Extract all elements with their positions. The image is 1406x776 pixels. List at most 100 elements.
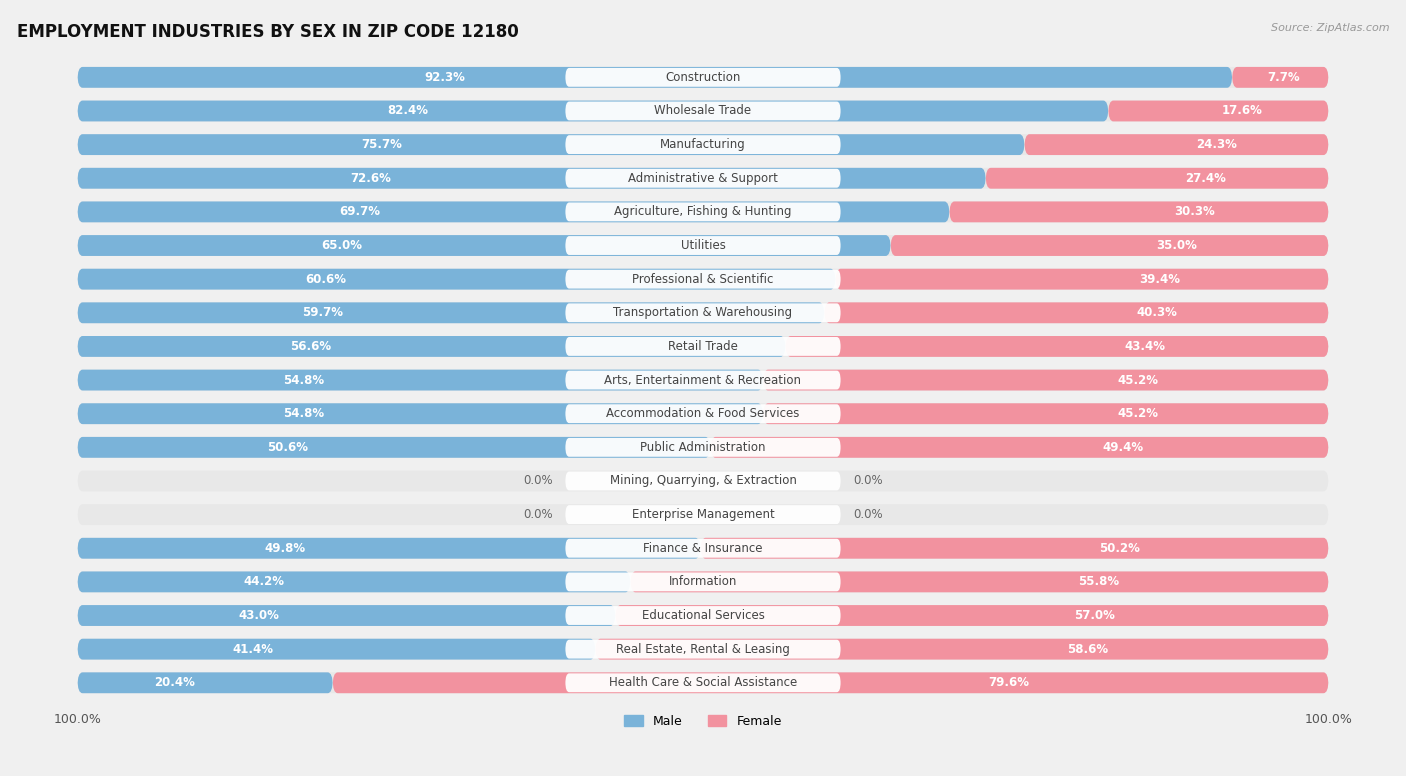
FancyBboxPatch shape <box>77 202 1329 222</box>
FancyBboxPatch shape <box>77 168 1329 189</box>
FancyBboxPatch shape <box>565 539 841 558</box>
FancyBboxPatch shape <box>77 336 786 357</box>
Text: 49.8%: 49.8% <box>264 542 305 555</box>
FancyBboxPatch shape <box>565 135 841 154</box>
Text: 79.6%: 79.6% <box>988 677 1029 689</box>
Text: Health Care & Social Assistance: Health Care & Social Assistance <box>609 677 797 689</box>
FancyBboxPatch shape <box>77 437 1329 458</box>
Text: 60.6%: 60.6% <box>305 272 346 286</box>
FancyBboxPatch shape <box>77 639 595 660</box>
Text: 0.0%: 0.0% <box>853 474 883 487</box>
Text: Real Estate, Rental & Leasing: Real Estate, Rental & Leasing <box>616 643 790 656</box>
Text: Enterprise Management: Enterprise Management <box>631 508 775 521</box>
FancyBboxPatch shape <box>565 270 841 289</box>
FancyBboxPatch shape <box>77 404 1329 424</box>
FancyBboxPatch shape <box>565 68 841 87</box>
FancyBboxPatch shape <box>565 203 841 221</box>
FancyBboxPatch shape <box>77 235 890 256</box>
Text: 54.8%: 54.8% <box>283 407 325 420</box>
FancyBboxPatch shape <box>565 337 841 356</box>
Text: 35.0%: 35.0% <box>1156 239 1197 252</box>
Text: 75.7%: 75.7% <box>361 138 402 151</box>
Text: Source: ZipAtlas.com: Source: ZipAtlas.com <box>1271 23 1389 33</box>
FancyBboxPatch shape <box>824 303 1329 324</box>
FancyBboxPatch shape <box>77 303 824 324</box>
Text: 54.8%: 54.8% <box>283 373 325 386</box>
FancyBboxPatch shape <box>565 371 841 390</box>
Text: 7.7%: 7.7% <box>1267 71 1299 84</box>
Text: Finance & Insurance: Finance & Insurance <box>644 542 762 555</box>
FancyBboxPatch shape <box>77 168 986 189</box>
FancyBboxPatch shape <box>77 470 1329 491</box>
FancyBboxPatch shape <box>710 437 1329 458</box>
Text: 17.6%: 17.6% <box>1222 105 1263 117</box>
FancyBboxPatch shape <box>77 538 700 559</box>
FancyBboxPatch shape <box>565 639 841 659</box>
FancyBboxPatch shape <box>700 538 1329 559</box>
FancyBboxPatch shape <box>786 336 1329 357</box>
Text: 82.4%: 82.4% <box>387 105 427 117</box>
Text: Accommodation & Food Services: Accommodation & Food Services <box>606 407 800 420</box>
FancyBboxPatch shape <box>77 268 835 289</box>
FancyBboxPatch shape <box>77 437 710 458</box>
FancyBboxPatch shape <box>77 672 333 693</box>
Text: 45.2%: 45.2% <box>1118 407 1159 420</box>
FancyBboxPatch shape <box>565 169 841 188</box>
FancyBboxPatch shape <box>986 168 1329 189</box>
Text: Construction: Construction <box>665 71 741 84</box>
FancyBboxPatch shape <box>565 573 841 591</box>
Text: 59.7%: 59.7% <box>301 307 343 319</box>
Text: Public Administration: Public Administration <box>640 441 766 454</box>
Text: Mining, Quarrying, & Extraction: Mining, Quarrying, & Extraction <box>610 474 796 487</box>
FancyBboxPatch shape <box>565 303 841 322</box>
FancyBboxPatch shape <box>77 369 763 390</box>
FancyBboxPatch shape <box>77 134 1329 155</box>
Text: Information: Information <box>669 575 737 588</box>
FancyBboxPatch shape <box>77 202 949 222</box>
FancyBboxPatch shape <box>565 236 841 255</box>
FancyBboxPatch shape <box>77 639 1329 660</box>
FancyBboxPatch shape <box>565 505 841 524</box>
FancyBboxPatch shape <box>77 571 630 592</box>
Text: 24.3%: 24.3% <box>1197 138 1237 151</box>
Text: Manufacturing: Manufacturing <box>661 138 745 151</box>
FancyBboxPatch shape <box>565 102 841 120</box>
Text: 43.0%: 43.0% <box>239 609 280 622</box>
Text: 0.0%: 0.0% <box>853 508 883 521</box>
Text: Professional & Scientific: Professional & Scientific <box>633 272 773 286</box>
FancyBboxPatch shape <box>77 605 616 626</box>
FancyBboxPatch shape <box>77 134 1025 155</box>
FancyBboxPatch shape <box>763 404 1329 424</box>
Text: Transportation & Warehousing: Transportation & Warehousing <box>613 307 793 319</box>
FancyBboxPatch shape <box>77 67 1329 88</box>
FancyBboxPatch shape <box>565 404 841 423</box>
Text: 0.0%: 0.0% <box>523 508 553 521</box>
Text: Arts, Entertainment & Recreation: Arts, Entertainment & Recreation <box>605 373 801 386</box>
Text: 20.4%: 20.4% <box>155 677 195 689</box>
Text: 49.4%: 49.4% <box>1102 441 1143 454</box>
FancyBboxPatch shape <box>333 672 1329 693</box>
FancyBboxPatch shape <box>595 639 1329 660</box>
Text: 0.0%: 0.0% <box>523 474 553 487</box>
Text: 39.4%: 39.4% <box>1140 272 1181 286</box>
FancyBboxPatch shape <box>77 101 1329 121</box>
FancyBboxPatch shape <box>77 504 1329 525</box>
FancyBboxPatch shape <box>77 336 1329 357</box>
Text: 58.6%: 58.6% <box>1067 643 1108 656</box>
FancyBboxPatch shape <box>77 369 1329 390</box>
Text: 41.4%: 41.4% <box>233 643 274 656</box>
Text: 69.7%: 69.7% <box>339 206 380 218</box>
FancyBboxPatch shape <box>77 235 1329 256</box>
Text: 45.2%: 45.2% <box>1118 373 1159 386</box>
Text: 57.0%: 57.0% <box>1074 609 1115 622</box>
FancyBboxPatch shape <box>77 571 1329 592</box>
FancyBboxPatch shape <box>77 101 1108 121</box>
Text: Utilities: Utilities <box>681 239 725 252</box>
Text: EMPLOYMENT INDUSTRIES BY SEX IN ZIP CODE 12180: EMPLOYMENT INDUSTRIES BY SEX IN ZIP CODE… <box>17 23 519 41</box>
Text: Educational Services: Educational Services <box>641 609 765 622</box>
FancyBboxPatch shape <box>1232 67 1329 88</box>
FancyBboxPatch shape <box>835 268 1329 289</box>
Text: 50.6%: 50.6% <box>267 441 308 454</box>
FancyBboxPatch shape <box>77 672 1329 693</box>
FancyBboxPatch shape <box>763 369 1329 390</box>
